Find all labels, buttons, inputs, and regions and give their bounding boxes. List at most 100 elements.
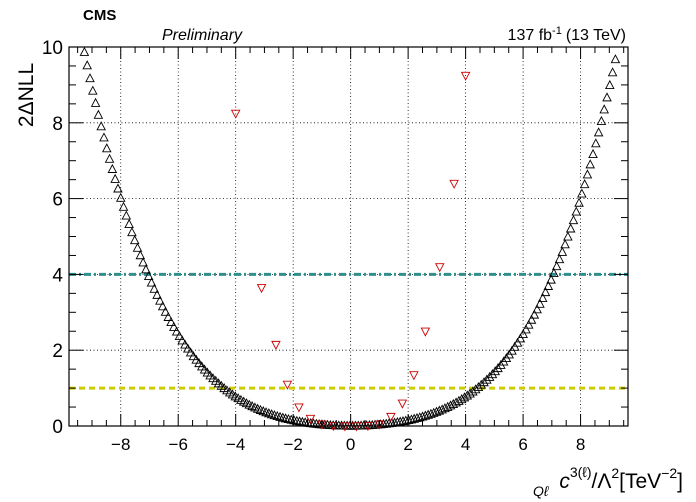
scan-point-marker bbox=[414, 412, 425, 422]
scan-point-marker bbox=[93, 109, 104, 119]
scan-point-marker bbox=[275, 411, 285, 421]
y-tick-label: 8 bbox=[52, 114, 63, 135]
scan-point-marker bbox=[532, 304, 542, 314]
scan-point-marker bbox=[272, 410, 283, 421]
y-tick-label: 0 bbox=[52, 417, 63, 438]
scan-point-marker bbox=[588, 148, 598, 158]
x-tick-label: −6 bbox=[169, 435, 188, 454]
threshold-lines bbox=[69, 272, 628, 390]
red-scan-point-marker bbox=[460, 71, 471, 81]
x-label-subscript: Qℓ bbox=[533, 483, 549, 499]
scan-point-marker bbox=[568, 215, 579, 225]
scan-point-marker bbox=[269, 410, 280, 420]
scan-point-marker bbox=[554, 254, 565, 264]
scan-point-marker bbox=[543, 280, 554, 290]
scan-point-marker bbox=[602, 92, 612, 102]
scan-point-marker bbox=[101, 143, 112, 153]
red-scan-point-marker bbox=[230, 109, 241, 119]
red-scan-point-marker bbox=[409, 371, 419, 381]
scan-point-marker bbox=[476, 379, 487, 389]
scan-point-marker bbox=[132, 242, 143, 252]
scan-point-marker bbox=[152, 289, 162, 299]
luminosity-label: 137 fb-1 (13 TeV) bbox=[508, 25, 626, 44]
x-tick-label: −4 bbox=[226, 435, 245, 454]
scan-point-marker bbox=[551, 261, 562, 271]
scan-point-marker bbox=[280, 413, 291, 423]
x-label-superscript: 3(ℓ) bbox=[570, 464, 592, 480]
scan-point-marker bbox=[582, 169, 593, 179]
scan-point-marker bbox=[205, 370, 215, 380]
x-label-unit-sup: −2 bbox=[661, 465, 677, 481]
scan-point-marker bbox=[289, 415, 299, 425]
scan-point-marker bbox=[577, 188, 587, 198]
x-axis-label: c3(ℓ)/Λ2[TeV−2] bbox=[559, 464, 683, 493]
red-scan-point-marker bbox=[420, 327, 431, 337]
x-tick-label: 8 bbox=[576, 435, 585, 454]
scan-point-marker bbox=[166, 316, 176, 326]
scan-point-marker bbox=[549, 267, 559, 277]
x-tick-label: 2 bbox=[403, 435, 412, 454]
scan-point-marker bbox=[529, 309, 540, 319]
scan-point-marker bbox=[557, 246, 568, 256]
scan-point-marker bbox=[138, 257, 148, 267]
data-series bbox=[79, 46, 621, 432]
scan-point-marker bbox=[185, 347, 196, 357]
y-axis-label: 2ΔNLL bbox=[15, 63, 38, 127]
scan-point-marker bbox=[177, 335, 188, 345]
status-label: Preliminary bbox=[162, 27, 243, 44]
red-scan-point-marker bbox=[340, 422, 350, 432]
scan-point-marker bbox=[487, 369, 498, 379]
scan-point-marker bbox=[155, 295, 165, 305]
scan-point-marker bbox=[135, 250, 146, 260]
scan-point-marker bbox=[113, 183, 123, 193]
scan-point-marker bbox=[163, 311, 174, 321]
scan-point-marker bbox=[579, 179, 590, 189]
x-label-symbol: c bbox=[559, 470, 570, 493]
scan-point-marker bbox=[521, 324, 531, 334]
scan-point-marker bbox=[398, 416, 408, 426]
scan-point-marker bbox=[518, 328, 528, 338]
scan-point-marker bbox=[523, 319, 534, 329]
scan-point-marker bbox=[565, 223, 576, 233]
x-label-unit-close: ] bbox=[677, 470, 683, 493]
red-scan-point-marker bbox=[282, 380, 293, 390]
x-tick-label: 6 bbox=[518, 435, 527, 454]
scan-point-marker bbox=[484, 371, 495, 381]
scan-point-marker bbox=[593, 127, 604, 137]
red-scan-point-marker bbox=[294, 403, 304, 413]
scan-point-marker bbox=[571, 206, 582, 216]
lumi-energy: (13 TeV) bbox=[566, 27, 626, 44]
scan-point-marker bbox=[82, 60, 93, 70]
x-tick-label: −8 bbox=[111, 435, 130, 454]
red-scan-point-marker bbox=[351, 422, 362, 432]
scan-point-marker bbox=[118, 201, 129, 211]
scan-point-marker bbox=[127, 227, 137, 237]
scan-point-marker bbox=[266, 409, 277, 419]
scan-point-marker bbox=[157, 301, 168, 311]
scan-point-marker bbox=[210, 375, 221, 385]
scan-point-marker bbox=[515, 333, 526, 343]
scan-point-marker bbox=[406, 414, 417, 424]
x-label-unit-open: [TeV bbox=[619, 470, 661, 493]
scan-point-marker bbox=[104, 153, 115, 163]
red-scan-point-marker bbox=[386, 412, 396, 422]
scan-point-marker bbox=[146, 277, 157, 287]
y-tick-label: 6 bbox=[52, 190, 63, 211]
scan-point-marker bbox=[169, 321, 179, 331]
scan-point-marker bbox=[412, 412, 422, 423]
scan-point-marker bbox=[409, 413, 419, 423]
x-tick-label: 0 bbox=[346, 435, 355, 454]
y-tick-label: 4 bbox=[52, 265, 63, 286]
scan-point-marker bbox=[255, 404, 266, 414]
scan-point-marker bbox=[171, 326, 182, 336]
lumi-exponent: -1 bbox=[552, 25, 562, 37]
scan-point-marker bbox=[121, 210, 132, 220]
scan-point-marker bbox=[540, 287, 551, 297]
scan-point-marker bbox=[141, 264, 151, 274]
scan-point-marker bbox=[560, 239, 570, 249]
scan-point-marker bbox=[96, 121, 106, 131]
plot-frame bbox=[68, 46, 629, 427]
scan-point-marker bbox=[143, 270, 154, 281]
scan-point-marker bbox=[596, 115, 607, 125]
x-label-middle: /Λ bbox=[591, 470, 611, 493]
